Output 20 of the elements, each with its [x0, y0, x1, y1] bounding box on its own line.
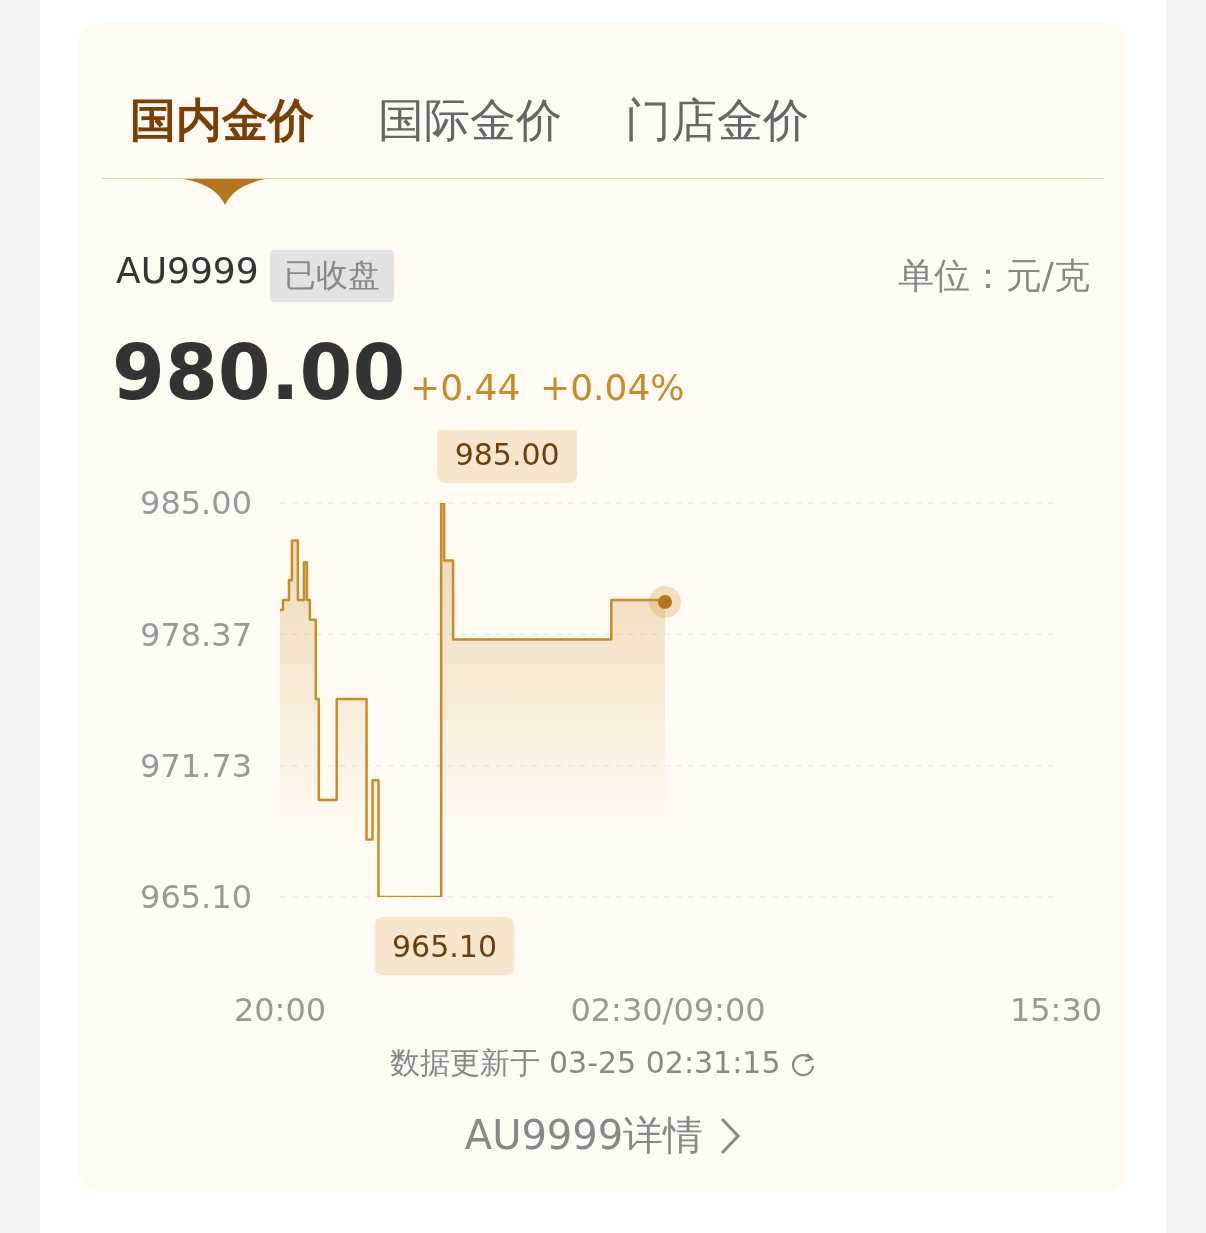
text: 门店金价 [625, 92, 809, 149]
text: 国内金价 [130, 92, 314, 149]
text: 980.00 [112, 328, 406, 417]
text: 单位：元/克 [897, 254, 1090, 298]
text: +0.44 [410, 367, 521, 408]
text: AU9999 [116, 250, 259, 291]
text: AU9999详情 [464, 1111, 704, 1160]
x-tick-label: 15:30 [1009, 990, 1103, 1029]
text: 985.00 [454, 437, 560, 472]
text: +0.04% [540, 367, 685, 408]
x-tick-label: 02:30/09:00 [570, 990, 766, 1029]
y-tick-label: 971.73 [140, 747, 252, 786]
text: 已收盘 [270, 250, 394, 302]
y-tick-label: 978.37 [140, 615, 252, 654]
text: 数据更新于 03-25 02:31:15 [389, 1044, 781, 1082]
y-tick-label: 965.10 [140, 878, 252, 917]
text: 965.10 [392, 929, 497, 964]
x-tick-label: 20:00 [233, 990, 327, 1029]
text: 国际金价 [378, 92, 562, 149]
y-tick-label: 985.00 [140, 484, 252, 523]
